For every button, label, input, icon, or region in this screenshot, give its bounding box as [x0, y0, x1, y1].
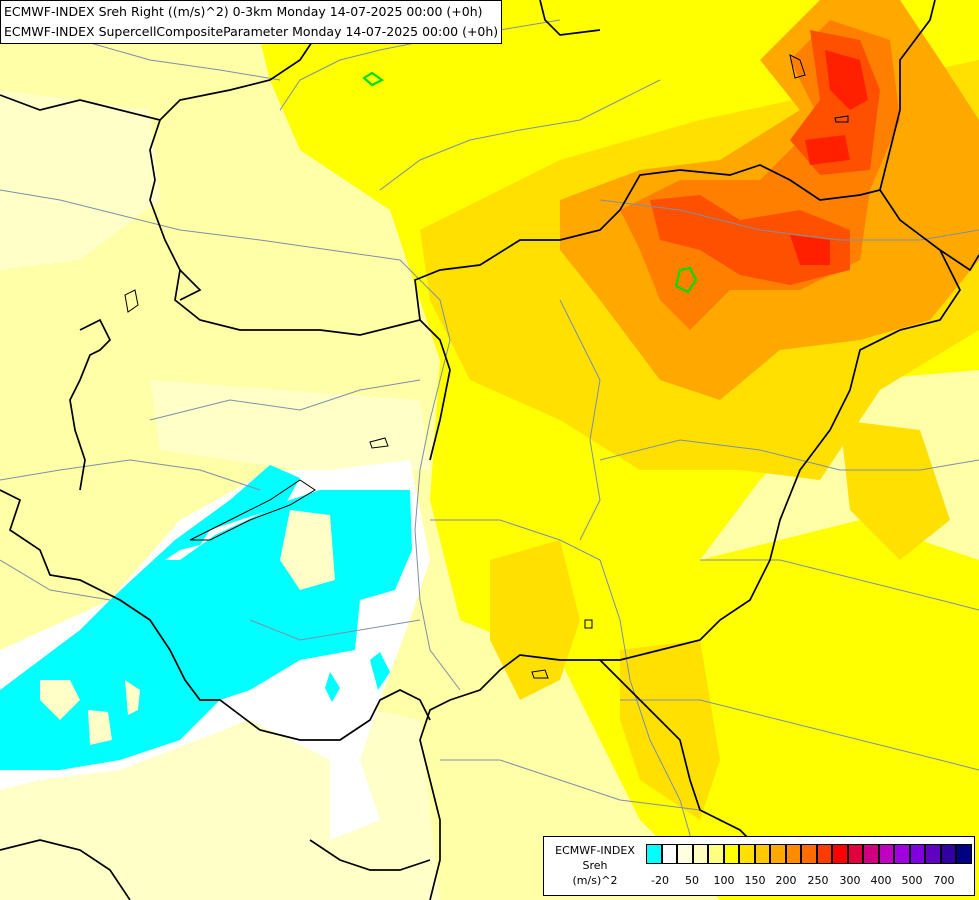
- legend-tick-4: 200: [775, 874, 797, 887]
- legend-swatch-5: [723, 844, 739, 864]
- legend-swatches: [646, 844, 972, 864]
- scp-contours: [362, 71, 698, 294]
- pale-zone-west: [0, 90, 160, 270]
- legend-tick-1: 50: [685, 874, 699, 887]
- legend-tick-8: 500: [901, 874, 923, 887]
- legend-swatch-18: [925, 844, 941, 864]
- cyan-patch-east: [370, 652, 390, 690]
- map-title-line-1: ECMWF-INDEX Sreh Right ((m/s)^2) 0-3km M…: [4, 4, 483, 19]
- legend-swatch-2: [677, 844, 693, 864]
- legend-swatch-6: [739, 844, 755, 864]
- gold-region-far-east: [840, 420, 950, 560]
- legend-caption: ECMWF-INDEX Sreh (m/s)^2: [544, 843, 646, 888]
- legend-swatch-20: [956, 844, 972, 864]
- legend-swatch-17: [909, 844, 925, 864]
- legend-tick-6: 300: [839, 874, 861, 887]
- pale-hole-3: [88, 710, 112, 745]
- legend-swatch-14: [863, 844, 879, 864]
- red-core-middle-inner: [790, 235, 830, 265]
- legend-swatch-4: [708, 844, 724, 864]
- legend-swatch-0: [646, 844, 662, 864]
- legend-swatch-7: [754, 844, 770, 864]
- pale-hole-1: [40, 680, 80, 720]
- pale-hole-4: [280, 510, 335, 590]
- map-title-box: ECMWF-INDEX Sreh Right ((m/s)^2) 0-3km M…: [0, 0, 503, 44]
- legend-swatch-12: [832, 844, 848, 864]
- color-legend: ECMWF-INDEX Sreh (m/s)^2 -20 50 100 150 200 2…: [543, 836, 975, 896]
- pale-hole-2: [125, 680, 140, 715]
- cyan-patch-small: [325, 672, 340, 702]
- legend-swatch-13: [847, 844, 863, 864]
- red-core-north-inner: [825, 50, 868, 110]
- yellow-region-south: [560, 520, 979, 900]
- legend-caption-line-3: (m/s)^2: [572, 874, 618, 887]
- legend-caption-line-2: Sreh: [582, 859, 608, 872]
- legend-swatch-19: [940, 844, 956, 864]
- legend-swatch-15: [878, 844, 894, 864]
- legend-caption-line-1: ECMWF-INDEX: [555, 844, 635, 857]
- legend-tick-9: 700: [933, 874, 955, 887]
- legend-swatch-3: [692, 844, 708, 864]
- lakes: [124, 54, 849, 679]
- legend-tick-2: 100: [713, 874, 735, 887]
- legend-swatch-10: [801, 844, 817, 864]
- legend-swatch-8: [770, 844, 786, 864]
- legend-tick-5: 250: [807, 874, 829, 887]
- legend-tick-3: 150: [744, 874, 766, 887]
- map-title-line-2: ECMWF-INDEX SupercellCompositeParameter …: [4, 24, 499, 39]
- legend-tick-0: -20: [651, 874, 669, 887]
- legend-swatch-9: [785, 844, 801, 864]
- legend-swatch-1: [661, 844, 677, 864]
- legend-tick-7: 400: [870, 874, 892, 887]
- red-core-inner-2: [805, 135, 850, 165]
- legend-swatch-11: [816, 844, 832, 864]
- legend-ticks: -20 50 100 150 200 250 300 400 500 700: [646, 874, 972, 890]
- legend-swatch-16: [894, 844, 910, 864]
